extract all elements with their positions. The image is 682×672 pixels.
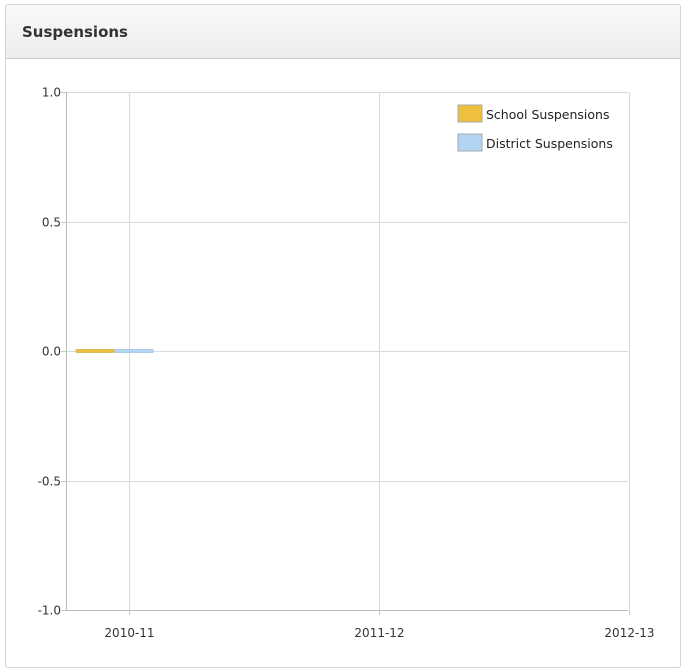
axes: 1.0 0.5 0.0 -0.5 -1.0 2010-11 2011-12 2012-13 — [38, 86, 655, 641]
x-tick-label: 2010-11 — [104, 626, 154, 640]
suspensions-panel: Suspensions — [5, 4, 681, 668]
legend-label[interactable]: School Suspensions — [486, 107, 609, 122]
bar-school-suspensions[interactable] — [75, 349, 115, 353]
y-tick-label: -1.0 — [38, 604, 61, 618]
legend-swatch[interactable] — [457, 104, 483, 123]
bar-district-suspensions[interactable] — [114, 349, 154, 353]
y-tick-label: 0.5 — [42, 216, 61, 230]
x-tick-label: 2012-13 — [604, 626, 654, 640]
y-tick-label: -0.5 — [38, 475, 61, 489]
panel-title: Suspensions — [22, 22, 128, 41]
x-tick-label: 2011-12 — [354, 626, 404, 640]
y-tick-label: 0.0 — [42, 345, 61, 359]
bars — [75, 349, 154, 353]
legend[interactable]: School Suspensions District Suspensions — [457, 104, 613, 152]
legend-label[interactable]: District Suspensions — [486, 136, 613, 151]
legend-swatch[interactable] — [457, 133, 483, 152]
panel-header: Suspensions — [6, 5, 680, 59]
y-tick-label: 1.0 — [42, 86, 61, 100]
